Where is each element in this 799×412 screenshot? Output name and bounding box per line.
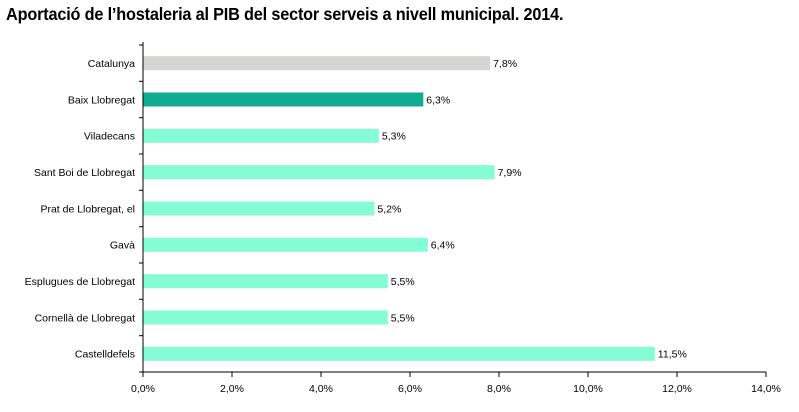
x-tick-label: 12,0%	[662, 383, 692, 395]
bar-0	[143, 56, 491, 71]
category-label: Catalunya	[88, 58, 135, 70]
value-label: 5,5%	[391, 312, 415, 324]
bar-6	[143, 274, 388, 289]
bar-8	[143, 346, 655, 361]
bars-group	[143, 56, 655, 361]
value-label: 6,3%	[426, 94, 450, 106]
bar-1	[143, 92, 424, 107]
x-tick-label: 6,0%	[398, 383, 422, 395]
category-label: Prat de Llobregat, el	[40, 203, 135, 215]
value-label: 5,5%	[391, 276, 415, 288]
category-label: Esplugues de Llobregat	[25, 276, 135, 288]
bar-5	[143, 237, 428, 252]
value-label: 11,5%	[658, 349, 687, 361]
category-label: Viladecans	[84, 131, 135, 143]
category-label: Gavà	[110, 240, 135, 252]
x-tick-label: 8,0%	[487, 383, 511, 395]
category-label: Sant Boi de Llobregat	[34, 167, 135, 179]
category-label: Cornellà de Llobregat	[35, 312, 135, 324]
value-label: 7,9%	[498, 167, 522, 179]
axes: 0,0% 2,0% 4,0% 6,0% 8,0% 10,0% 12,0% 14,0%	[131, 42, 781, 395]
value-label: 5,3%	[382, 131, 406, 143]
category-label: Baix Llobregat	[68, 94, 135, 106]
x-tick-label: 14,0%	[751, 383, 781, 395]
x-tick-label: 2,0%	[220, 383, 244, 395]
x-tick-label: 0,0%	[131, 383, 155, 395]
value-label: 6,4%	[431, 240, 455, 252]
bar-3	[143, 165, 495, 180]
x-tick-label: 10,0%	[573, 383, 603, 395]
bar-7	[143, 310, 388, 325]
bar-2	[143, 128, 379, 143]
value-labels: 7,8% 6,3% 5,3% 7,9% 5,2% 6,4% 5,5% 5,5% 11,5%	[377, 58, 686, 361]
chart-title: Aportació de l’hostaleria al PIB del sec…	[6, 4, 564, 24]
value-label: 7,8%	[493, 58, 517, 70]
category-label: Castelldefels	[75, 349, 135, 361]
x-tick-label: 4,0%	[309, 383, 333, 395]
category-labels: Catalunya Baix Llobregat Viladecans Sant Bo…	[25, 58, 136, 361]
bar-4	[143, 201, 375, 216]
value-label: 5,2%	[377, 203, 401, 215]
